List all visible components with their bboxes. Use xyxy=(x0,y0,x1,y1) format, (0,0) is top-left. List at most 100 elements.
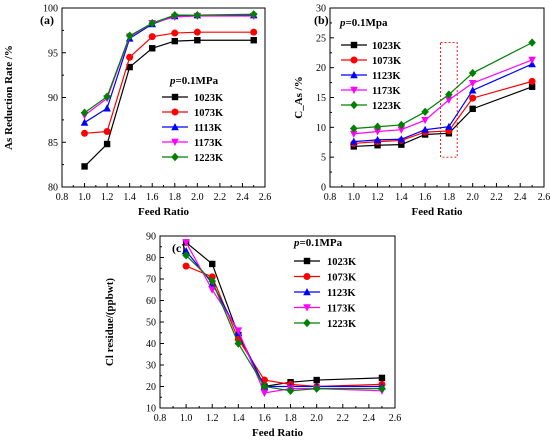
x-tick-label: 1.0 xyxy=(78,192,91,203)
panel-a: 0.8 1.0 1.2 1.4 1.6 1.8 2.0 2.2 2.4 2.6 80 85 90 95 10… xyxy=(3,4,271,219)
legend-label: 1073K xyxy=(327,272,357,283)
series-1223K xyxy=(80,10,258,117)
data-point xyxy=(182,239,190,247)
data-point xyxy=(468,79,477,88)
data-point xyxy=(125,31,134,40)
x-tick-label: 1.4 xyxy=(123,192,136,203)
data-point xyxy=(349,130,358,138)
x-tick-label: 2.2 xyxy=(337,413,350,424)
x-tick-label: 1.8 xyxy=(169,192,182,203)
data-point xyxy=(126,63,133,71)
data-point xyxy=(528,83,536,90)
data-point xyxy=(260,389,269,397)
panel-label: (b) xyxy=(314,13,329,27)
legend-label: 1113K xyxy=(194,123,223,134)
series-1023K xyxy=(81,37,257,170)
legend-marker xyxy=(171,93,179,101)
data-point xyxy=(148,19,157,28)
data-point xyxy=(103,92,111,101)
data-point xyxy=(171,37,178,45)
data-point xyxy=(349,137,358,145)
x-tick-label: 0.8 xyxy=(56,192,69,203)
legend: 1023K 1073K 1123K 1173K 1223K xyxy=(341,41,402,112)
condition-value: =0.1Mpa xyxy=(346,17,389,29)
data-point xyxy=(208,276,217,286)
legend-marker xyxy=(303,257,311,265)
data-point xyxy=(468,86,477,94)
legend-marker xyxy=(303,273,311,280)
data-point xyxy=(421,116,429,125)
data-point xyxy=(313,376,320,384)
series-line xyxy=(84,39,254,167)
legend-label: 1173K xyxy=(194,138,223,149)
x-tick-label: 1.8 xyxy=(443,192,456,203)
legend: 1023K 1073K 1123K 1173K 1223K xyxy=(294,257,357,330)
data-point xyxy=(445,96,453,104)
y-tick-label: 30 xyxy=(316,4,326,15)
data-point xyxy=(445,90,453,99)
data-point xyxy=(528,56,536,64)
data-point xyxy=(149,45,156,52)
y-tick-label: 50 xyxy=(146,318,156,329)
y-tick-label: 95 xyxy=(48,48,58,59)
data-point xyxy=(373,122,382,131)
legend-marker xyxy=(171,152,179,162)
data-point xyxy=(103,128,111,136)
data-point xyxy=(208,286,217,294)
data-point xyxy=(103,140,111,148)
data-point xyxy=(194,37,201,44)
data-point xyxy=(378,374,386,382)
data-point xyxy=(234,339,243,348)
legend-marker xyxy=(350,71,358,79)
condition-symbol: p xyxy=(339,17,346,29)
x-tick-label: 1.2 xyxy=(371,192,384,203)
legend-label: 1223K xyxy=(194,153,224,164)
condition-symbol: p xyxy=(293,237,300,249)
x-tick-label: 2.4 xyxy=(363,413,376,424)
x-tick-label: 2.2 xyxy=(490,192,503,203)
condition-text: p=0.1Mpa xyxy=(339,17,388,29)
data-point xyxy=(398,141,405,148)
data-point xyxy=(374,142,381,149)
x-axis-title: Feed Ratio xyxy=(138,206,190,218)
x-axis-title: Feed Ratio xyxy=(252,427,304,439)
legend-label: 1073K xyxy=(194,108,224,119)
panel-b: 0.8 1.0 1.2 1.4 1.6 1.8 2.0 2.2 2.4 2.6 0 5 10 15 20 25… xyxy=(293,4,550,219)
y-tick-label: 85 xyxy=(48,138,58,149)
x-tick-label: 1.0 xyxy=(348,192,361,203)
data-point xyxy=(349,124,358,133)
x-tick-label: 2.0 xyxy=(466,192,479,203)
legend-marker xyxy=(171,108,179,116)
data-point xyxy=(469,105,476,113)
y-axis-title: Cl residue/(ppbwt) xyxy=(104,278,116,366)
series-1173K xyxy=(349,56,536,138)
x-tick-label: 2.6 xyxy=(259,192,272,203)
data-point xyxy=(249,10,258,19)
y-tick-label: 90 xyxy=(146,232,156,243)
data-point xyxy=(397,126,406,134)
series-1173K xyxy=(80,12,258,120)
y-tick-label: 20 xyxy=(146,382,156,393)
legend-marker xyxy=(350,86,358,94)
data-point xyxy=(170,10,179,20)
panel-c: 0.8 1.0 1.2 1.4 1.6 1.8 2.0 2.2 2.4 2.6 10 20 30 40 50… xyxy=(104,232,401,440)
legend-label: 1223K xyxy=(327,319,357,330)
data-point xyxy=(469,94,477,102)
y-tick-label: 30 xyxy=(146,361,156,372)
data-point xyxy=(260,382,269,391)
legend-marker xyxy=(303,304,311,312)
x-tick-label: 1.8 xyxy=(284,413,297,424)
legend-marker xyxy=(171,123,179,131)
x-tick-label: 2.6 xyxy=(389,413,402,424)
y-tick-label: 40 xyxy=(146,339,156,350)
y-tick-label: 5 xyxy=(321,153,326,164)
condition-text: p=0.1MPa xyxy=(293,237,343,249)
data-point xyxy=(421,107,429,117)
x-tick-label: 2.6 xyxy=(538,192,550,203)
y-axis-title: C_As /% xyxy=(293,76,305,118)
legend-label: 1023K xyxy=(327,257,357,268)
series-1113K xyxy=(80,11,258,126)
data-point xyxy=(373,135,382,144)
data-point xyxy=(182,247,190,255)
